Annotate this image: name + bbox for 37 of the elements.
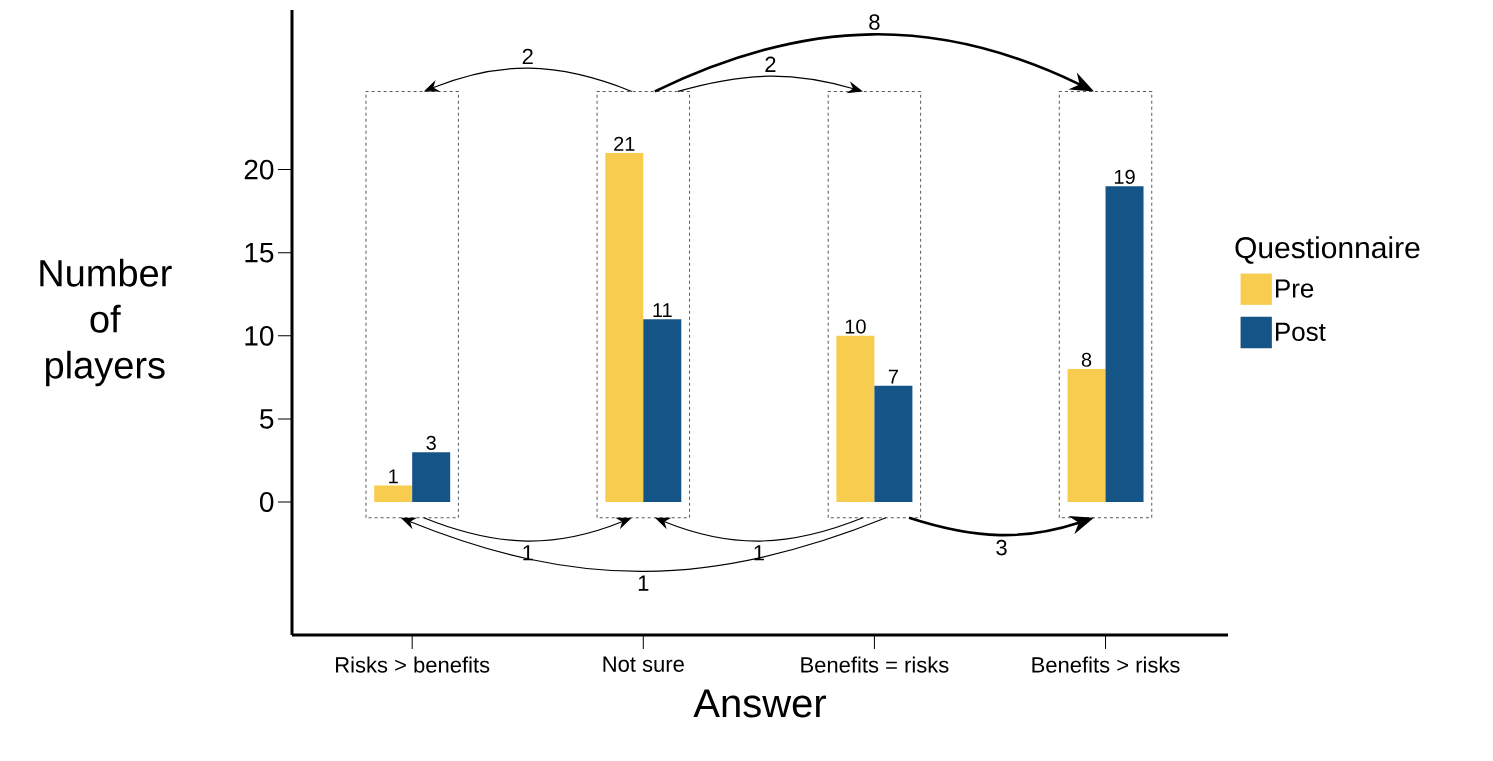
bar: [874, 385, 913, 503]
annotation: 1: [754, 545, 764, 561]
legend-title: Questionnaire: [1235, 236, 1420, 264]
data-label: 8: [1081, 352, 1092, 367]
data-label: 1: [389, 469, 398, 484]
x-tick-label: Benefits > risks: [1032, 656, 1180, 673]
bar: [374, 485, 413, 503]
annotation: 2: [522, 48, 533, 65]
bar: [643, 319, 682, 503]
data-label: 21: [614, 136, 635, 151]
annotation: 2: [765, 56, 776, 72]
annotation: 1: [523, 545, 533, 561]
y-tick-label: 10: [245, 325, 274, 346]
y-tick-label: 15: [245, 242, 274, 263]
y-tick-label: 0: [260, 492, 274, 512]
x-tick-label: Risks > benefits: [336, 656, 490, 673]
y-tick-label: 5: [260, 409, 274, 429]
x-tick-label: Not sure: [603, 656, 684, 672]
data-label: 10: [845, 319, 866, 334]
x-axis-title: Answer: [693, 689, 827, 718]
legend-label: Post: [1276, 322, 1326, 341]
bar: [1067, 369, 1106, 503]
annotation: 3: [996, 539, 1007, 556]
data-label: 3: [426, 435, 436, 450]
legend-label: Pre: [1276, 279, 1314, 298]
y-tick-label: 20: [244, 159, 274, 180]
data-label: 11: [653, 303, 672, 317]
annotation: 8: [869, 14, 880, 30]
bar: [605, 152, 644, 503]
data-label: 7: [888, 369, 898, 384]
x-tick-label: Benefits = risks: [801, 656, 949, 673]
bar: [1105, 186, 1144, 503]
bar: [412, 452, 451, 503]
y-axis-title: Number of players: [40, 258, 172, 387]
annotation: 1: [638, 575, 649, 591]
bar: [836, 335, 875, 503]
data-label: 19: [1114, 169, 1135, 184]
